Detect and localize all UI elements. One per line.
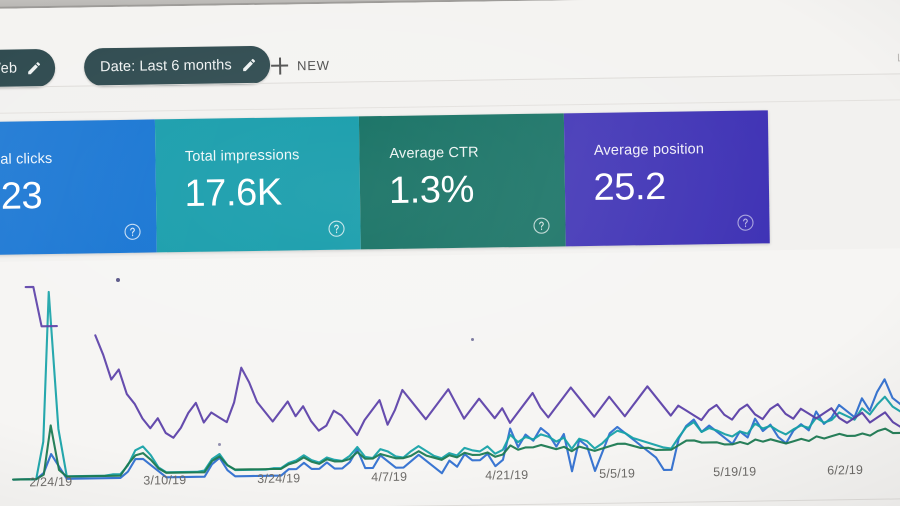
performance-chart-panel: 2/24/19 3/10/19 3/24/19 4/7/19 4/21/19 5/5/19… bbox=[0, 247, 900, 506]
x-axis-tick-label: 3/24/19 bbox=[257, 471, 301, 486]
metric-card-ctr-title: Average CTR bbox=[389, 144, 479, 162]
filter-chip-search-type[interactable]: type: Web bbox=[0, 48, 56, 89]
x-axis-tick-label: 5/19/19 bbox=[713, 464, 757, 480]
metric-card-clicks[interactable]: Total clicks 223 bbox=[0, 119, 157, 256]
filter-chip-date-label: Date: Last 6 months bbox=[99, 57, 232, 75]
x-axis-tick-label: 2/24/19 bbox=[29, 474, 73, 490]
chart-line-total-clicks bbox=[12, 365, 900, 481]
x-axis-tick-label: 5/5/19 bbox=[599, 466, 636, 481]
dust-speck bbox=[471, 338, 474, 341]
question-mark-circle-icon[interactable] bbox=[736, 214, 754, 232]
metric-card-impressions[interactable]: Total impressions 17.6K bbox=[154, 116, 361, 253]
dust-speck bbox=[116, 278, 120, 282]
metric-card-impressions-value: 17.6K bbox=[184, 171, 283, 215]
pencil-icon[interactable] bbox=[26, 60, 42, 76]
metric-card-position[interactable]: Average position 25.2 bbox=[563, 110, 770, 247]
metric-card-clicks-value: 223 bbox=[0, 175, 43, 219]
chart-line-average-position bbox=[24, 285, 900, 439]
filter-toolbar: type: Web Date: Last 6 months bbox=[0, 0, 900, 89]
pencil-icon[interactable] bbox=[241, 57, 257, 73]
chart-line-average-ctr bbox=[12, 424, 900, 481]
metric-card-clicks-title: Total clicks bbox=[0, 150, 53, 169]
x-axis-tick-label: 6/2/19 bbox=[827, 462, 864, 478]
x-axis-tick-label: 4/21/19 bbox=[485, 467, 529, 483]
metric-card-ctr-value: 1.3% bbox=[388, 168, 475, 212]
metric-card-position-value: 25.2 bbox=[593, 165, 667, 209]
plus-icon bbox=[271, 57, 288, 74]
performance-chart[interactable] bbox=[0, 248, 900, 485]
metric-card-impressions-title: Total impressions bbox=[184, 147, 300, 165]
filter-chip-search-type-label: type: Web bbox=[0, 60, 18, 77]
metric-card-ctr[interactable]: Average CTR 1.3% bbox=[358, 113, 566, 250]
new-filter-label: NEW bbox=[296, 57, 330, 73]
new-filter-button[interactable]: NEW bbox=[271, 52, 330, 79]
dust-speck bbox=[218, 443, 221, 446]
question-mark-circle-icon[interactable] bbox=[327, 220, 345, 238]
question-mark-circle-icon[interactable] bbox=[532, 217, 550, 235]
metric-card-row: Total clicks 223 Total impressions 17.6K bbox=[0, 110, 770, 256]
chart-line-total-impressions bbox=[12, 290, 900, 481]
metric-card-position-title: Average position bbox=[593, 141, 705, 159]
x-axis-tick-label: 4/7/19 bbox=[371, 469, 408, 485]
x-axis-tick-label: 3/10/19 bbox=[143, 472, 187, 488]
filter-chip-date[interactable]: Date: Last 6 months bbox=[83, 45, 271, 87]
question-mark-circle-icon[interactable] bbox=[123, 223, 141, 241]
